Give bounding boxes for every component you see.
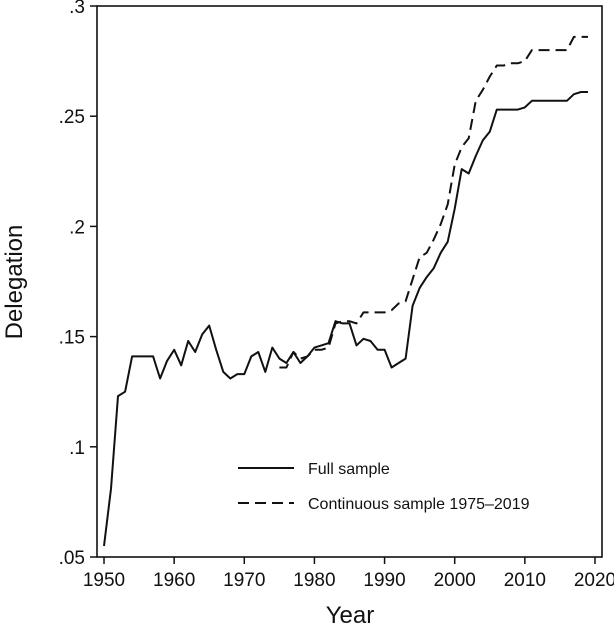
x-tick-label: 1980 — [293, 570, 335, 591]
series-layer — [103, 35, 588, 547]
y-tick-label: .1 — [69, 438, 85, 459]
x-tick-label: 1990 — [363, 570, 405, 591]
legend: Full sample Continuous sample 1975–2019 — [238, 461, 530, 513]
x-axis-title: Year — [326, 602, 375, 629]
y-tick-label: .3 — [69, 0, 85, 18]
y-axis-title: Delegation — [1, 225, 28, 340]
legend-label-full-sample: Full sample — [308, 461, 390, 478]
legend-label-continuous-sample: Continuous sample 1975–2019 — [308, 496, 530, 513]
series-line-full-sample — [103, 91, 588, 547]
x-tick-label: 2020 — [574, 570, 614, 591]
x-tick-label: 2010 — [504, 570, 546, 591]
x-tick-label: 1950 — [83, 570, 125, 591]
axes-layer: .05 .1 .15 .2 .25 .3 1950 1960 1970 1980 1990 2000 2… — [59, 0, 614, 591]
y-tick-label: .25 — [59, 107, 85, 128]
plot-frame — [96, 5, 603, 558]
y-tick-label: .15 — [59, 328, 85, 349]
y-tick-label: .2 — [69, 217, 85, 238]
y-tick-label: .05 — [59, 548, 85, 569]
x-tick-label: 1970 — [223, 570, 265, 591]
series-line-continuous-sample — [279, 35, 588, 369]
x-tick-label: 1960 — [153, 570, 195, 591]
x-tick-label: 2000 — [434, 570, 476, 591]
